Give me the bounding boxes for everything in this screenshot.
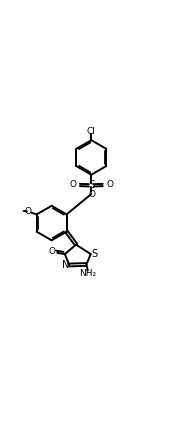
Text: O: O	[48, 247, 55, 256]
Text: Cl: Cl	[87, 127, 96, 136]
Text: NH₂: NH₂	[79, 269, 96, 278]
Text: S: S	[91, 249, 97, 259]
Text: O: O	[24, 207, 31, 216]
Text: S: S	[88, 180, 95, 190]
Text: O: O	[88, 190, 95, 198]
Text: N: N	[62, 260, 69, 270]
Text: O: O	[69, 180, 76, 189]
Text: O: O	[106, 180, 113, 189]
